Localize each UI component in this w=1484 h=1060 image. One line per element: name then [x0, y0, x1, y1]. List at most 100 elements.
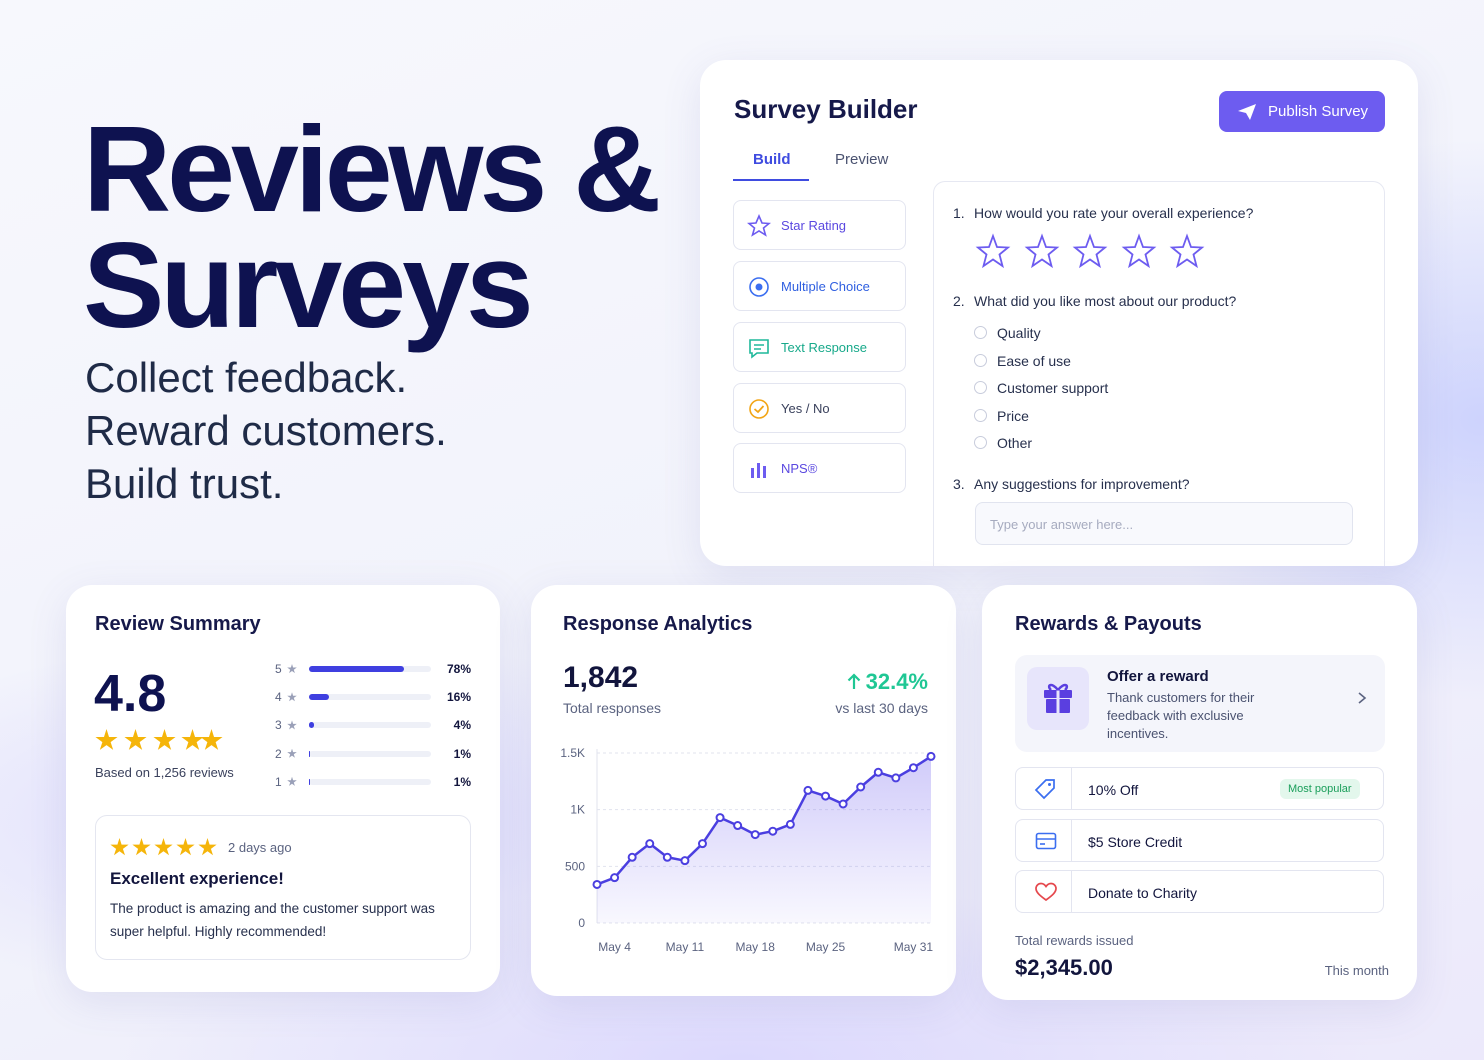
radio-icon	[749, 277, 769, 297]
bar	[309, 750, 311, 757]
x-tick-label: May 4	[598, 940, 631, 954]
question-number: 1.	[953, 205, 965, 221]
point	[750, 830, 760, 840]
point	[715, 813, 725, 823]
reward-label: $5 Store Credit	[1088, 834, 1183, 850]
card-title: Review Summary	[95, 613, 261, 635]
question-text: What did you like most about our product…	[974, 293, 1237, 309]
bar	[309, 694, 329, 701]
question-type[interactable]: Text Response	[733, 322, 906, 372]
rating: 4.8	[94, 665, 167, 723]
total-label: Total rewards issued	[1015, 933, 1134, 948]
review-body: The product is amazing and the customer …	[110, 901, 435, 939]
value-label: 1%	[453, 746, 471, 761]
offer-description: Thank customers for their feedback with …	[1107, 690, 1255, 741]
total-responses: 1,842	[563, 661, 639, 694]
question-text: How would you rate your overall experien…	[974, 205, 1254, 221]
star-level: 3	[275, 718, 282, 733]
publish-button[interactable]: Publish Survey	[1219, 91, 1385, 132]
total-label: Total responses	[563, 700, 662, 716]
point	[768, 826, 778, 836]
value-label: 78%	[446, 662, 471, 676]
question-number: 3.	[953, 476, 965, 492]
y-tick-label: 1.5K	[560, 746, 585, 760]
point	[627, 852, 637, 862]
value-label: 4%	[453, 718, 471, 733]
radio[interactable]	[974, 436, 987, 449]
tab[interactable]: Preview	[835, 151, 889, 168]
button-label: Publish Survey	[1268, 103, 1369, 120]
x-tick-label: May 11	[666, 940, 705, 954]
question-type[interactable]: Yes / No	[733, 383, 906, 433]
bar	[309, 722, 314, 729]
point	[785, 819, 795, 829]
y-tick-label: 500	[565, 859, 585, 873]
reward-option[interactable]: 10% Off Most popular	[1015, 767, 1384, 810]
bar-track	[309, 722, 431, 729]
change-label: vs last 30 days	[835, 700, 928, 716]
text-icon	[749, 339, 769, 359]
point	[926, 751, 936, 761]
question-type-label: Yes / No	[781, 401, 830, 416]
tagline: Build trust.	[85, 460, 284, 507]
reward-label: Donate to Charity	[1088, 885, 1197, 901]
point	[891, 773, 901, 783]
radio[interactable]	[974, 408, 987, 422]
card-icon	[1035, 832, 1057, 850]
point	[680, 856, 690, 866]
check-icon	[749, 399, 769, 419]
question-text: Any suggestions for improvement?	[974, 476, 1190, 492]
radio[interactable]	[974, 381, 987, 394]
star-level: 5	[275, 662, 282, 676]
question-type[interactable]: Star Rating	[733, 200, 906, 250]
x-tick-label: May 31	[894, 940, 934, 954]
gift-icon	[1044, 683, 1072, 713]
placeholder: Type your answer here...	[990, 517, 1134, 532]
star-icon	[747, 214, 771, 237]
radio[interactable]	[974, 353, 987, 367]
question-type-label: Multiple Choice	[781, 279, 870, 294]
option-label: Other	[997, 435, 1033, 451]
x-tick-label: May 18	[736, 940, 776, 954]
reward-option[interactable]: $5 Store Credit	[1015, 819, 1384, 862]
star-level: 2	[275, 746, 282, 761]
nps-icon	[751, 463, 766, 478]
star-level: 4	[275, 690, 282, 705]
tagline: Reward customers.	[85, 407, 447, 454]
question-type[interactable]: Multiple Choice	[733, 261, 906, 311]
question-type[interactable]: NPS®	[733, 443, 906, 493]
y-tick-label: 0	[578, 916, 585, 930]
tag-icon	[1034, 779, 1055, 800]
up-arrow	[847, 673, 861, 689]
text-input[interactable]: Type your answer here...	[975, 502, 1353, 545]
point	[803, 785, 813, 795]
reward-label: 10% Off	[1088, 782, 1139, 798]
offer-title: Offer a reward	[1107, 668, 1209, 685]
reward-option[interactable]: Donate to Charity	[1015, 870, 1384, 913]
tagline: Collect feedback.	[85, 354, 408, 401]
send-icon	[1238, 104, 1256, 120]
option-label: Price	[997, 407, 1029, 424]
review-time: 2 days ago	[228, 840, 292, 855]
change: 32.4%	[865, 669, 928, 694]
star	[287, 720, 297, 730]
review-count: Based on 1,256 reviews	[95, 765, 234, 780]
point	[697, 839, 707, 849]
card-title: Rewards & Payouts	[1015, 613, 1202, 635]
star	[287, 776, 297, 786]
period: This month	[1324, 963, 1389, 978]
rating-stars	[975, 233, 1205, 269]
heart-icon	[1035, 882, 1057, 902]
review-card	[95, 815, 471, 960]
option-label: Customer support	[997, 380, 1109, 396]
radio[interactable]	[974, 326, 987, 339]
star	[287, 748, 297, 758]
point	[592, 879, 602, 889]
bar	[309, 666, 405, 672]
question-type-label: Text Response	[781, 340, 867, 355]
tab[interactable]: Build	[753, 151, 791, 168]
question-type-label: Star Rating	[781, 218, 847, 233]
point	[662, 852, 672, 862]
bar-track	[309, 750, 431, 757]
